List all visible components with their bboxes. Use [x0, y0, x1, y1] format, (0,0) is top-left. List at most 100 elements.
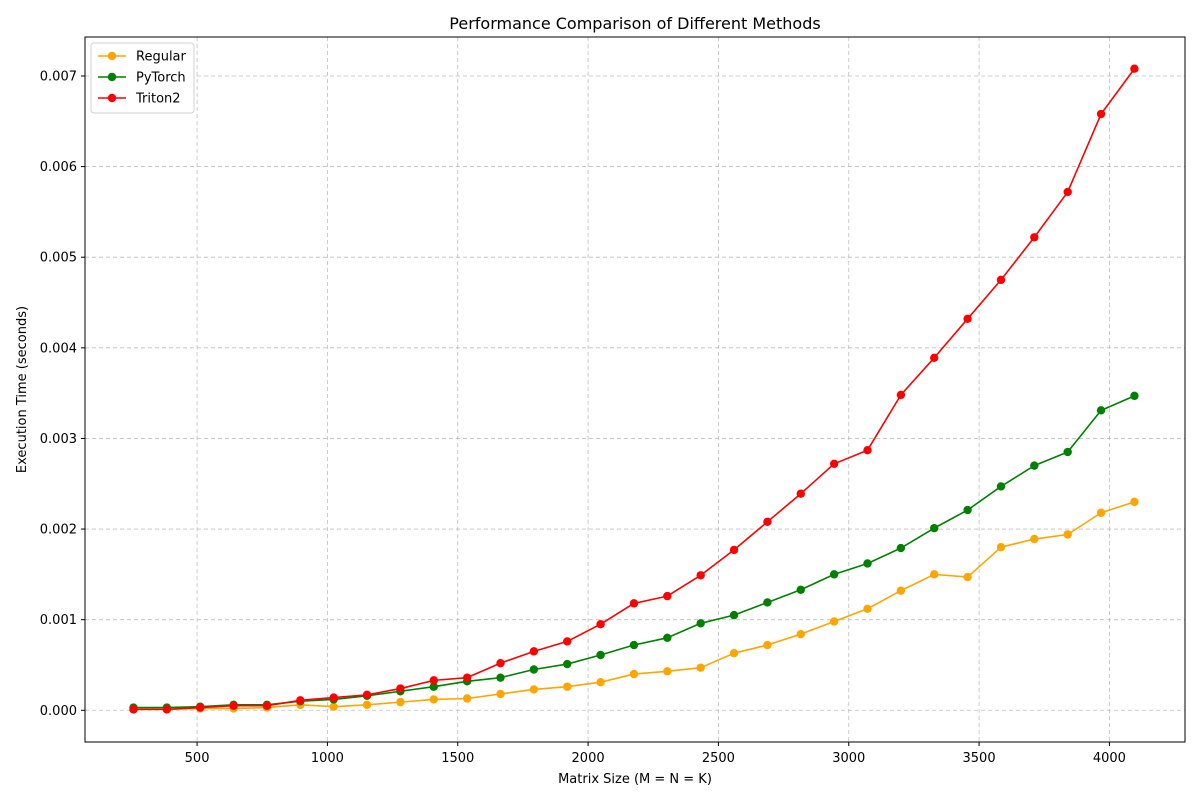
axis-ticks: 500 1000 1500 2000 2500 3000 3500 4000 0.000 0.00…: [40, 69, 1126, 766]
data-point: [1030, 461, 1039, 470]
legend-label: Triton2: [135, 92, 181, 107]
data-point: [863, 559, 872, 568]
data-point: [563, 659, 572, 669]
data-point: [763, 640, 772, 650]
data-point: [196, 703, 205, 712]
legend: Regular PyTorch Triton2: [90, 42, 195, 114]
chart-title: Performance Comparison of Different Meth…: [449, 14, 820, 33]
data-point: [329, 693, 338, 702]
series-triton2: [129, 64, 1139, 714]
data-point: [896, 543, 906, 553]
x-tick-label: 1000: [311, 751, 344, 766]
data-point: [496, 689, 505, 699]
data-point: [429, 695, 438, 704]
data-point: [729, 545, 739, 555]
data-point: [930, 523, 939, 533]
legend-marker: [107, 72, 117, 82]
data-point: [563, 637, 572, 646]
data-point: [262, 701, 272, 710]
grid-lines: [85, 37, 1185, 742]
data-point: [763, 598, 772, 607]
data-point: [129, 705, 138, 714]
x-tick-label: 3000: [832, 751, 865, 766]
x-tick-label: 2500: [702, 751, 735, 766]
data-point: [1063, 447, 1072, 457]
y-tick-label: 0.000: [40, 704, 77, 719]
data-point: [696, 663, 705, 672]
legend-marker: [107, 51, 117, 61]
data-point: [696, 571, 705, 580]
x-axis-label: Matrix Size (M = N = K): [558, 772, 712, 787]
data-point: [596, 677, 605, 687]
data-point: [1096, 508, 1106, 517]
data-point: [396, 684, 405, 693]
data-point: [829, 459, 839, 469]
data-point: [963, 572, 972, 582]
data-point: [1096, 109, 1106, 119]
data-point: [529, 685, 539, 694]
data-point: [229, 701, 238, 710]
data-point: [629, 640, 639, 650]
data-point: [663, 667, 672, 676]
data-point: [596, 619, 605, 629]
legend-item: Triton2: [98, 92, 181, 107]
data-point: [296, 696, 305, 705]
data-point: [863, 446, 872, 455]
series-group: [129, 64, 1139, 714]
data-point: [796, 629, 805, 639]
x-tick-label: 2000: [572, 751, 605, 766]
data-point: [1030, 233, 1039, 242]
data-point: [963, 505, 972, 515]
y-tick-label: 0.007: [40, 69, 77, 84]
data-point: [462, 673, 472, 682]
data-point: [996, 275, 1006, 285]
data-point: [729, 648, 739, 658]
data-point: [429, 682, 438, 691]
data-point: [1063, 187, 1072, 197]
data-point: [362, 690, 372, 700]
data-point: [529, 647, 539, 656]
data-point: [896, 390, 906, 400]
data-point: [763, 517, 772, 527]
data-point: [1030, 534, 1039, 544]
data-point: [829, 617, 839, 626]
legend-label: Regular: [136, 50, 187, 65]
data-point: [863, 604, 872, 613]
data-point: [663, 591, 672, 601]
data-point: [1096, 406, 1106, 415]
legend-box: [90, 42, 195, 114]
data-point: [930, 353, 939, 362]
plot-area-frame: [84, 36, 1186, 743]
y-tick-label: 0.006: [40, 160, 77, 175]
x-tick-label: 3500: [963, 751, 996, 766]
data-point: [1130, 64, 1139, 73]
data-point: [729, 610, 739, 620]
data-point: [996, 542, 1006, 552]
data-point: [396, 697, 405, 707]
data-point: [930, 570, 939, 579]
data-point: [829, 570, 839, 579]
data-point: [596, 650, 605, 660]
data-point: [429, 676, 438, 685]
legend-marker: [107, 93, 117, 103]
data-point: [529, 665, 539, 674]
y-axis-label: Execution Time (seconds): [15, 306, 30, 473]
data-point: [629, 669, 639, 679]
data-point: [996, 482, 1006, 491]
legend-item: Regular: [98, 50, 187, 65]
data-point: [663, 633, 672, 642]
data-point: [496, 658, 505, 668]
data-point: [1130, 391, 1139, 401]
data-point: [1130, 497, 1139, 507]
data-point: [496, 673, 505, 682]
x-tick-label: 1500: [441, 751, 474, 766]
x-tick-label: 500: [185, 751, 210, 766]
data-point: [1063, 530, 1072, 539]
data-point: [462, 694, 472, 703]
data-point: [796, 585, 805, 594]
data-point: [896, 586, 906, 595]
data-point: [963, 314, 972, 324]
y-tick-label: 0.004: [40, 341, 77, 356]
